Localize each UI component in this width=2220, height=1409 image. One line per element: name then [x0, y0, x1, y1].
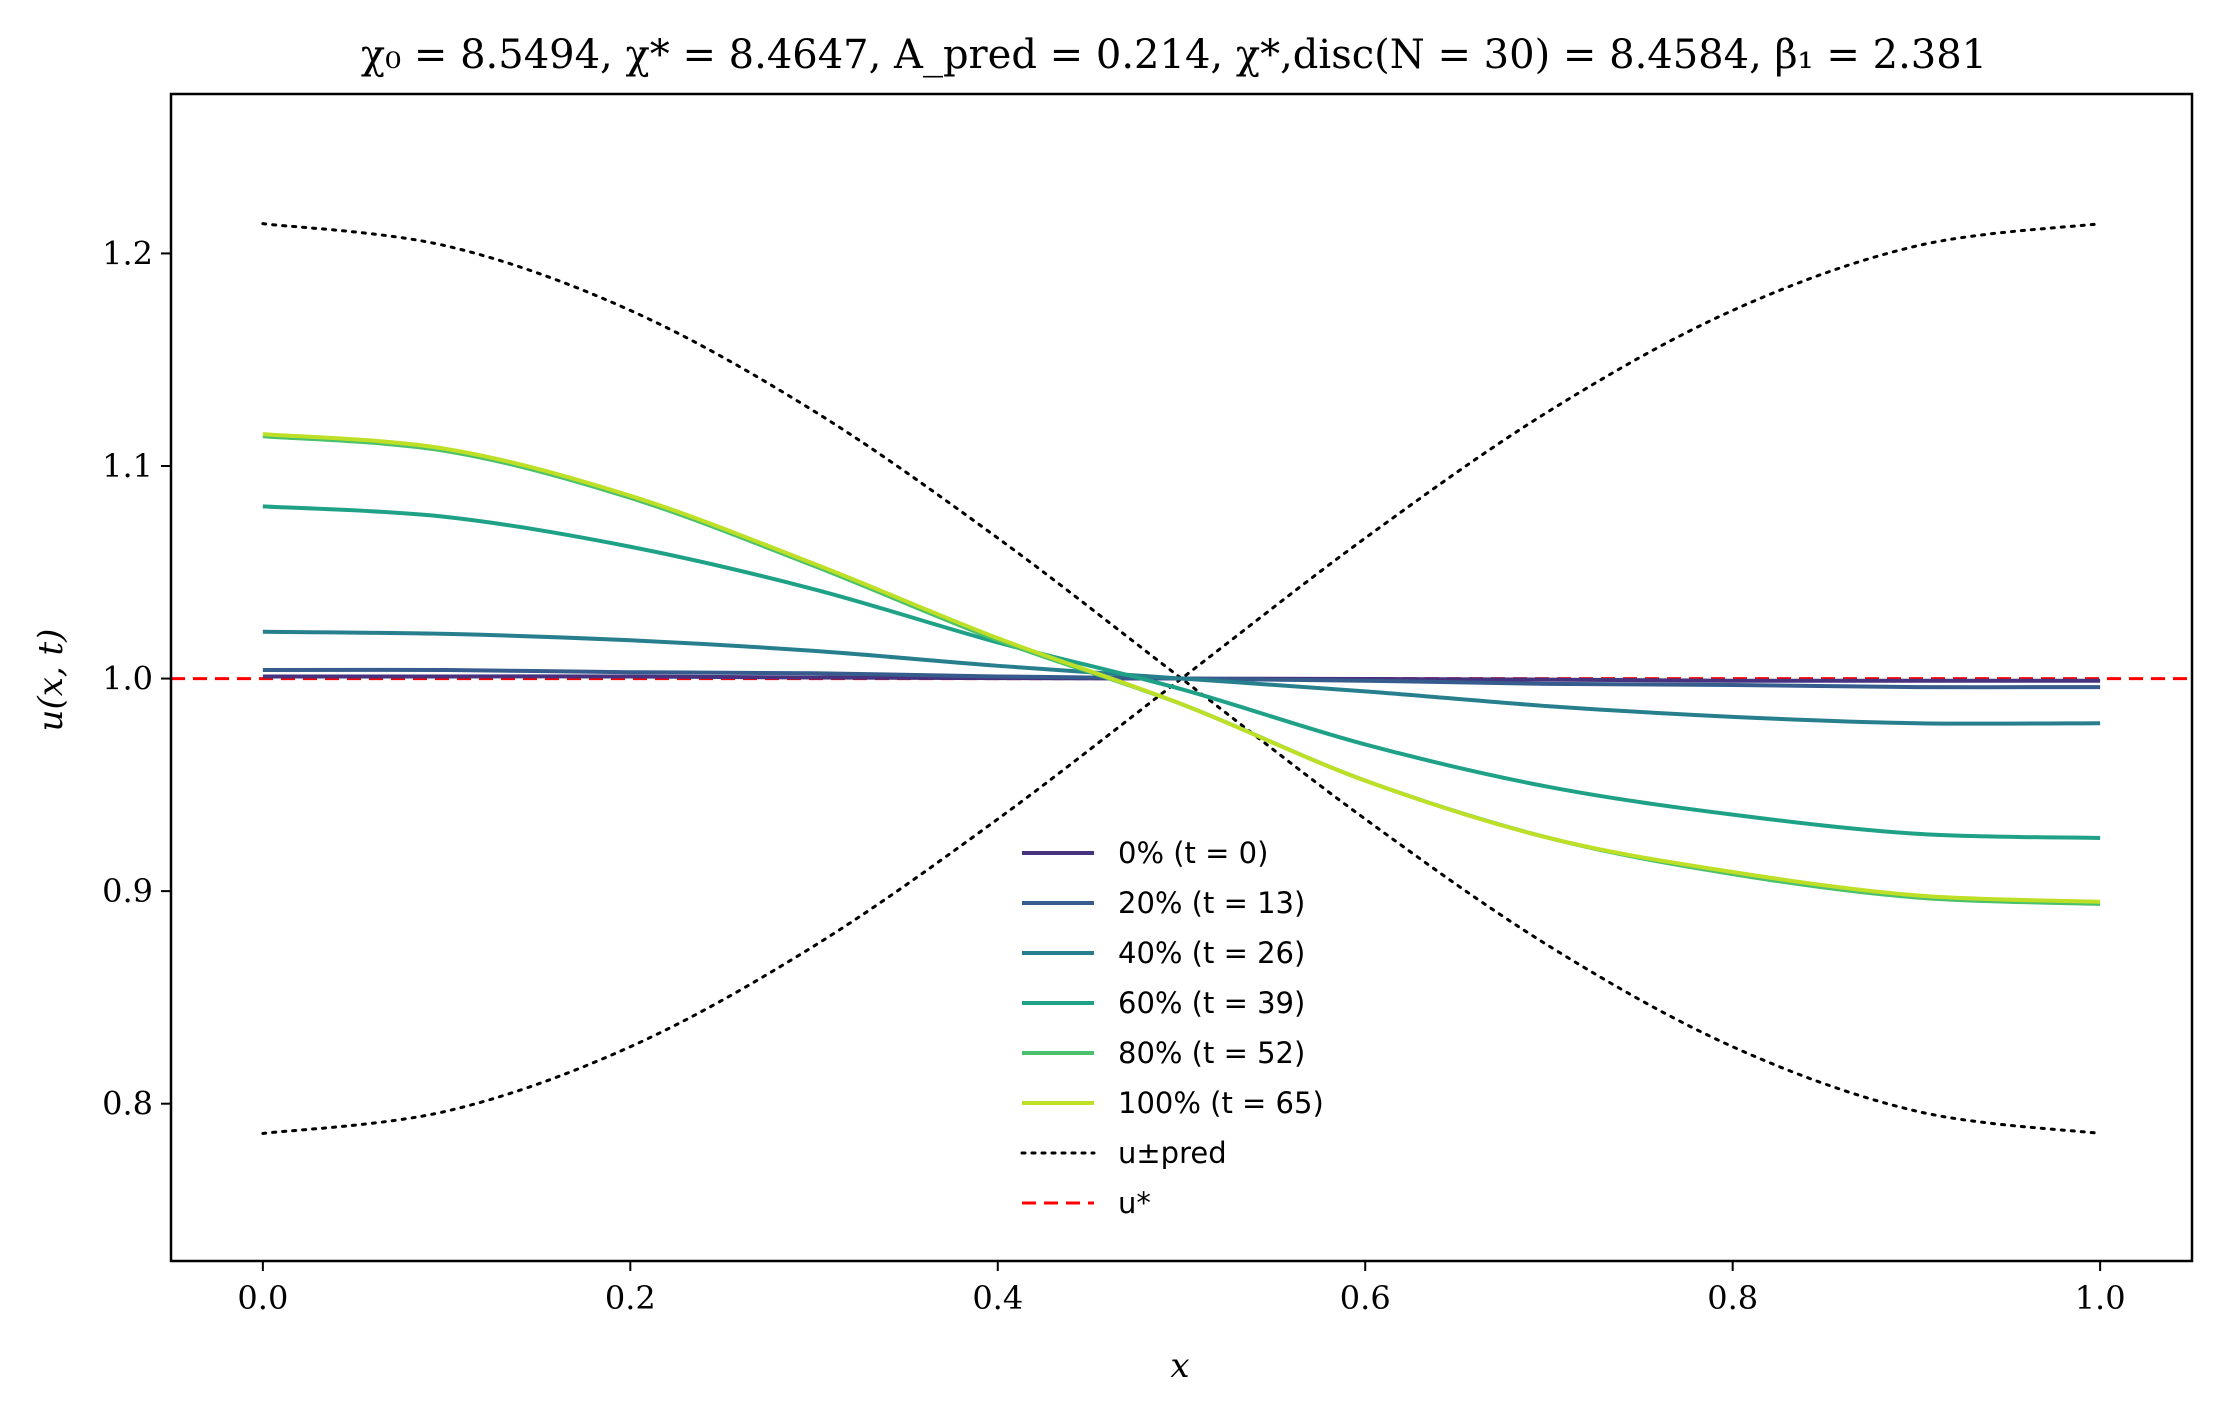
y-axis: 0.8 0.9 1.0 1.1 1.2 [102, 234, 171, 1123]
legend-label-3: 60% (t = 39) [1118, 986, 1305, 1020]
y-tick-label: 1.2 [102, 234, 153, 272]
legend: 0% (t = 0) 20% (t = 13) 40% (t = 26) 60% (t… [1020, 836, 1324, 1220]
plot-area [171, 222, 2192, 1135]
chart-title: χ₀ = 8.5494, χ* = 8.4647, A_pred = 0.214… [361, 32, 1987, 78]
x-tick-label: 0.6 [1340, 1279, 1391, 1317]
legend-label-2: 40% (t = 26) [1118, 936, 1305, 970]
x-tick-label: 1.0 [2075, 1279, 2126, 1317]
series-3-60-t-39-line [262, 504, 2101, 840]
series-2-40-t-26-line [262, 629, 2101, 726]
x-axis-label: x [1170, 1346, 1189, 1386]
legend-label-4: 80% (t = 52) [1118, 1036, 1305, 1070]
legend-label-6: u±pred [1118, 1136, 1227, 1170]
legend-label-7: u* [1118, 1186, 1151, 1220]
legend-label-1: 20% (t = 13) [1118, 886, 1305, 920]
y-axis-label: u(x, t) [31, 629, 71, 732]
series-6-u-pred-line [261, 222, 2102, 1135]
x-tick-label: 0.4 [972, 1279, 1023, 1317]
series-6-u-pred-mirror-line [261, 222, 2102, 1135]
y-tick-label: 1.1 [102, 447, 153, 485]
y-tick-label: 0.8 [102, 1085, 153, 1123]
x-tick-label: 0.2 [605, 1279, 656, 1317]
legend-label-0: 0% (t = 0) [1118, 836, 1268, 870]
y-tick-label: 0.9 [102, 872, 153, 910]
x-tick-label: 0.0 [237, 1279, 288, 1317]
series-5-100-t-65-line [262, 432, 2101, 904]
y-tick-label: 1.0 [102, 660, 153, 698]
x-tick-label: 0.8 [1707, 1279, 1758, 1317]
plot-frame [169, 92, 2194, 1263]
x-axis: 0.0 0.2 0.4 0.6 0.8 1.0 [237, 1261, 2126, 1317]
legend-label-5: 100% (t = 65) [1118, 1086, 1324, 1120]
